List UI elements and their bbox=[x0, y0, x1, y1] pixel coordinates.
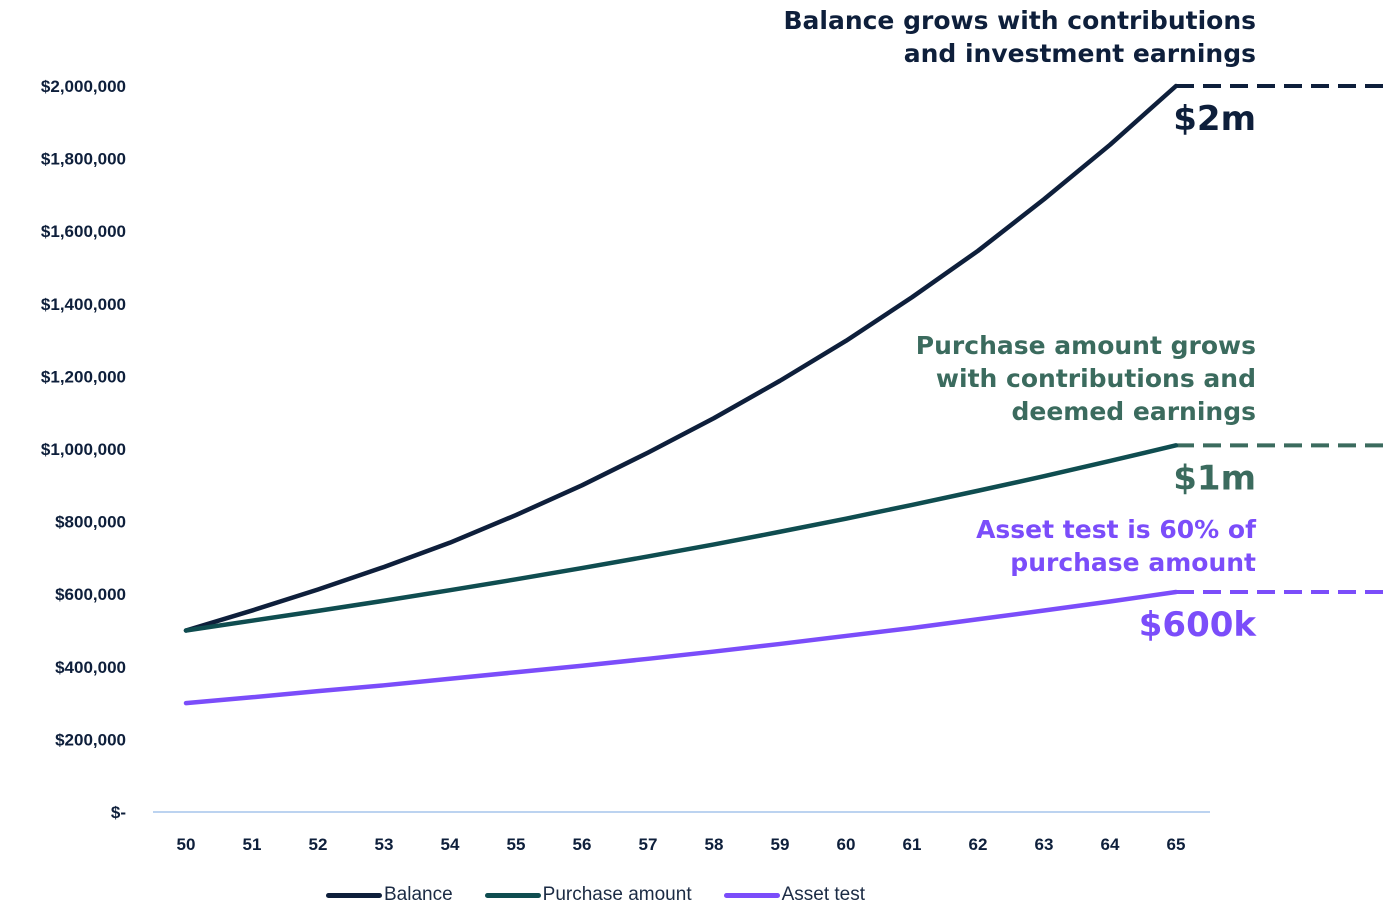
x-tick-label: 64 bbox=[1101, 835, 1120, 854]
x-tick-label: 63 bbox=[1035, 835, 1054, 854]
end-value-label: $600k bbox=[1139, 605, 1258, 645]
y-tick-label: $1,800,000 bbox=[41, 150, 126, 169]
legend-item-purchase-amount[interactable]: Purchase amount bbox=[484, 884, 692, 906]
annotation-line: Balance grows with contributions bbox=[783, 6, 1256, 35]
annotation: Purchase amount grows with contributions … bbox=[916, 331, 1256, 426]
x-tick-label: 54 bbox=[441, 835, 460, 854]
annotation-line: Purchase amount grows bbox=[916, 331, 1256, 360]
legend-swatch-balance bbox=[326, 892, 382, 898]
annotation-line: and investment earnings bbox=[904, 39, 1256, 68]
legend-label-asset-test: Asset test bbox=[781, 884, 866, 905]
annotation-line: deemed earnings bbox=[1011, 397, 1256, 426]
y-tick-label: $400,000 bbox=[55, 658, 126, 677]
y-tick-label: $600,000 bbox=[55, 585, 126, 604]
y-tick-label: $1,000,000 bbox=[41, 440, 126, 459]
legend-swatch-purchase-amount bbox=[484, 892, 541, 898]
legend-label-balance: Balance bbox=[384, 884, 453, 905]
x-tick-label: 50 bbox=[177, 835, 196, 854]
x-tick-label: 51 bbox=[243, 835, 262, 854]
x-tick-label: 53 bbox=[375, 835, 394, 854]
legend-item-asset-test[interactable]: Asset test bbox=[723, 884, 866, 906]
legend: Balance Purchase amount Asset test bbox=[326, 884, 897, 906]
annotation-line: with contributions and bbox=[936, 364, 1256, 393]
series-line-purchase-amount bbox=[183, 443, 1179, 633]
y-tick-label: $1,400,000 bbox=[41, 295, 126, 314]
y-tick-label: $- bbox=[111, 803, 126, 822]
y-tick-label: $2,000,000 bbox=[41, 77, 126, 96]
reference-lines bbox=[1176, 84, 1391, 595]
annotation: Balance grows with contributions and inve… bbox=[783, 6, 1256, 68]
x-tick-label: 65 bbox=[1167, 835, 1186, 854]
y-tick-label: $1,200,000 bbox=[41, 367, 126, 386]
x-tick-label: 59 bbox=[771, 835, 790, 854]
series-line-balance bbox=[183, 83, 1179, 633]
annotation: Asset test is 60% of purchase amount bbox=[976, 515, 1257, 577]
legend-swatch-asset-test bbox=[723, 892, 780, 898]
y-tick-label: $1,600,000 bbox=[41, 222, 126, 241]
x-axis-ticks: 50 51 52 53 54 55 56 57 58 59 60 61 62 63 64 65 bbox=[177, 835, 1186, 854]
y-axis-ticks: $- $200,000 $400,000 $600,000 $800,000 $1,000… bbox=[41, 77, 126, 822]
annotation-line: purchase amount bbox=[1010, 548, 1256, 577]
series-line-asset-test bbox=[183, 589, 1179, 706]
annotation-line: Asset test is 60% of bbox=[976, 515, 1257, 544]
x-tick-label: 58 bbox=[705, 835, 724, 854]
legend-label-purchase-amount: Purchase amount bbox=[542, 884, 692, 905]
annotations: Balance grows with contributions and inve… bbox=[783, 6, 1257, 577]
series-lines bbox=[183, 83, 1179, 706]
y-tick-label: $800,000 bbox=[55, 513, 126, 532]
x-tick-label: 57 bbox=[639, 835, 658, 854]
end-value-label: $2m bbox=[1173, 99, 1256, 139]
y-tick-label: $200,000 bbox=[55, 730, 126, 749]
end-labels: $2m $1m $600k bbox=[1139, 99, 1258, 645]
x-tick-label: 56 bbox=[573, 835, 592, 854]
x-tick-label: 60 bbox=[837, 835, 856, 854]
x-tick-label: 52 bbox=[309, 835, 328, 854]
end-value-label: $1m bbox=[1173, 458, 1256, 498]
x-tick-label: 61 bbox=[903, 835, 922, 854]
x-tick-label: 55 bbox=[507, 835, 526, 854]
x-tick-label: 62 bbox=[969, 835, 988, 854]
legend-item-balance[interactable]: Balance bbox=[326, 884, 453, 906]
